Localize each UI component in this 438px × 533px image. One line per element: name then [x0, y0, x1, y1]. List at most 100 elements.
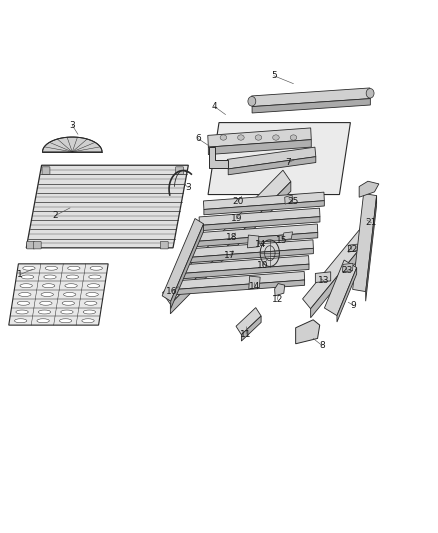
- Text: 12: 12: [272, 295, 283, 304]
- Polygon shape: [42, 137, 102, 152]
- Polygon shape: [208, 123, 350, 195]
- Ellipse shape: [220, 135, 227, 140]
- Polygon shape: [195, 232, 318, 247]
- Polygon shape: [353, 193, 377, 292]
- Polygon shape: [252, 99, 371, 113]
- Polygon shape: [348, 244, 357, 252]
- Text: 9: 9: [350, 301, 357, 310]
- Polygon shape: [303, 227, 370, 309]
- Text: 17: 17: [224, 252, 236, 260]
- Polygon shape: [171, 224, 204, 309]
- Text: 10: 10: [257, 261, 268, 270]
- Ellipse shape: [83, 310, 95, 314]
- Ellipse shape: [40, 301, 52, 305]
- Ellipse shape: [86, 293, 98, 296]
- Text: 22: 22: [346, 245, 357, 254]
- Text: 14: 14: [249, 282, 261, 291]
- Ellipse shape: [19, 293, 31, 296]
- Polygon shape: [175, 280, 304, 295]
- Text: 23: 23: [342, 266, 353, 275]
- Text: 11: 11: [240, 330, 252, 338]
- Ellipse shape: [248, 96, 256, 106]
- Text: 4: 4: [212, 102, 217, 111]
- Text: 2: 2: [52, 212, 57, 220]
- Polygon shape: [182, 256, 309, 273]
- Polygon shape: [204, 192, 324, 209]
- Ellipse shape: [16, 310, 28, 314]
- Polygon shape: [315, 272, 331, 282]
- Ellipse shape: [89, 275, 101, 279]
- Ellipse shape: [85, 301, 97, 305]
- Ellipse shape: [255, 135, 261, 140]
- Polygon shape: [285, 195, 293, 204]
- Text: 15: 15: [276, 237, 287, 245]
- Polygon shape: [9, 264, 108, 325]
- Polygon shape: [247, 235, 259, 248]
- FancyBboxPatch shape: [176, 167, 184, 174]
- Polygon shape: [343, 263, 353, 272]
- Polygon shape: [26, 165, 188, 248]
- Polygon shape: [228, 157, 316, 175]
- Ellipse shape: [366, 88, 374, 98]
- Text: 14: 14: [254, 240, 266, 248]
- Polygon shape: [311, 237, 370, 318]
- Text: 6: 6: [195, 134, 201, 143]
- Polygon shape: [170, 182, 291, 314]
- Text: 13: 13: [318, 277, 330, 285]
- Text: 1: 1: [17, 270, 23, 279]
- Polygon shape: [227, 147, 316, 169]
- Polygon shape: [283, 232, 293, 240]
- Ellipse shape: [45, 266, 57, 270]
- Text: 3: 3: [185, 183, 191, 192]
- Polygon shape: [208, 140, 311, 155]
- Ellipse shape: [62, 301, 74, 305]
- Polygon shape: [162, 170, 291, 304]
- FancyBboxPatch shape: [33, 241, 41, 249]
- Ellipse shape: [90, 266, 102, 270]
- Polygon shape: [204, 200, 324, 215]
- Ellipse shape: [65, 284, 77, 288]
- Polygon shape: [275, 284, 285, 296]
- Polygon shape: [208, 128, 311, 147]
- Polygon shape: [251, 88, 371, 107]
- Ellipse shape: [67, 266, 80, 270]
- Ellipse shape: [82, 319, 94, 322]
- Ellipse shape: [23, 266, 35, 270]
- Text: 20: 20: [232, 197, 244, 206]
- Ellipse shape: [60, 319, 72, 322]
- Text: 3: 3: [69, 121, 75, 130]
- Polygon shape: [337, 268, 357, 322]
- Polygon shape: [296, 320, 320, 344]
- Polygon shape: [325, 260, 357, 316]
- Ellipse shape: [21, 275, 34, 279]
- Ellipse shape: [272, 135, 279, 140]
- Polygon shape: [188, 248, 313, 263]
- Text: 25: 25: [287, 197, 298, 206]
- Polygon shape: [199, 216, 320, 231]
- Ellipse shape: [66, 275, 79, 279]
- Polygon shape: [188, 240, 313, 257]
- Ellipse shape: [64, 293, 76, 296]
- Text: 16: 16: [166, 287, 178, 296]
- Polygon shape: [162, 219, 204, 301]
- Polygon shape: [175, 271, 304, 289]
- Text: 21: 21: [366, 219, 377, 227]
- Text: 18: 18: [226, 233, 238, 241]
- Polygon shape: [366, 196, 377, 301]
- FancyBboxPatch shape: [160, 241, 168, 249]
- Text: 7: 7: [285, 158, 291, 167]
- Ellipse shape: [42, 284, 55, 288]
- Polygon shape: [209, 147, 228, 168]
- FancyBboxPatch shape: [27, 241, 35, 249]
- Ellipse shape: [20, 284, 32, 288]
- Polygon shape: [249, 276, 260, 289]
- Ellipse shape: [237, 135, 244, 140]
- Ellipse shape: [38, 310, 51, 314]
- Polygon shape: [199, 208, 320, 225]
- Polygon shape: [182, 264, 309, 279]
- Polygon shape: [236, 308, 261, 335]
- Ellipse shape: [87, 284, 100, 288]
- Polygon shape: [359, 181, 379, 197]
- Polygon shape: [241, 316, 261, 341]
- Ellipse shape: [290, 135, 297, 140]
